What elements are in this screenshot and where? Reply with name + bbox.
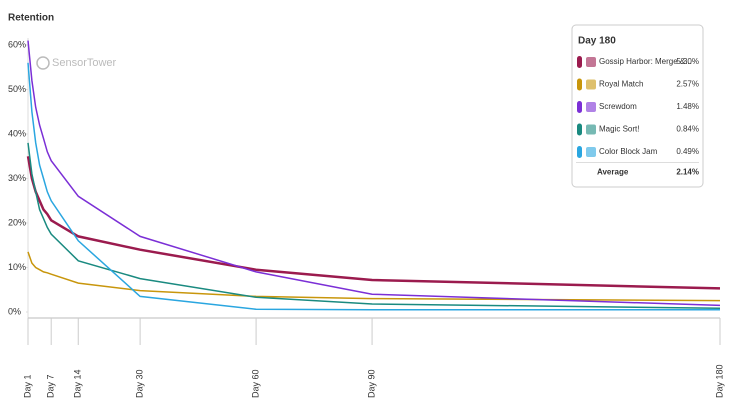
legend-swatch [577,56,582,68]
x-tick-label: Day 90 [366,369,376,398]
legend-label: Screwdom [599,102,637,111]
series-line [27,40,721,307]
series-line [27,251,721,302]
series-line [27,62,720,311]
legend-value: 1.48% [676,102,699,111]
legend-icon [586,124,596,135]
series-line [27,142,721,310]
y-tick-label: 0% [8,306,21,316]
watermark: SensorTower [52,57,117,69]
legend-icon [586,79,596,90]
legend-icon [586,102,596,112]
y-tick-label: 60% [8,39,26,49]
legend-value: 0.84% [676,125,699,134]
legend-swatch [577,146,582,158]
tooltip-box [571,24,704,188]
x-tick-label: Day 1 [22,374,32,398]
legend-swatch [577,101,582,113]
average-value: 2.14% [676,168,699,177]
legend-label: Royal Match [599,80,643,89]
watermark-logo [36,56,50,70]
y-tick-label: 10% [8,262,26,272]
x-tick-label: Day 180 [714,364,724,398]
y-tick-label: 40% [8,128,26,138]
y-tick-label: 50% [8,84,26,94]
legend-label: Color Block Jam [599,147,658,156]
legend-icon [586,57,596,67]
legend-icon [586,147,596,157]
legend-label: Gossip Harbor: Merge &... [599,57,692,66]
legend-swatch [577,78,582,91]
chart-title: Retention [8,13,54,24]
average-label: Average [597,168,629,177]
legend-value: 0.49% [676,147,699,156]
legend-value: 5.30% [676,57,699,66]
x-tick-label: Day 7 [46,374,56,398]
x-tick-label: Day 30 [134,369,144,398]
legend-value: 2.57% [676,80,699,89]
legend-swatch [577,123,582,136]
y-tick-label: 20% [8,217,26,227]
y-tick-label: 30% [8,173,26,183]
tooltip-title: Day 180 [578,36,616,47]
legend-label: Magic Sort! [599,125,639,134]
x-tick-label: Day 60 [250,369,260,398]
x-tick-label: Day 14 [73,369,83,398]
